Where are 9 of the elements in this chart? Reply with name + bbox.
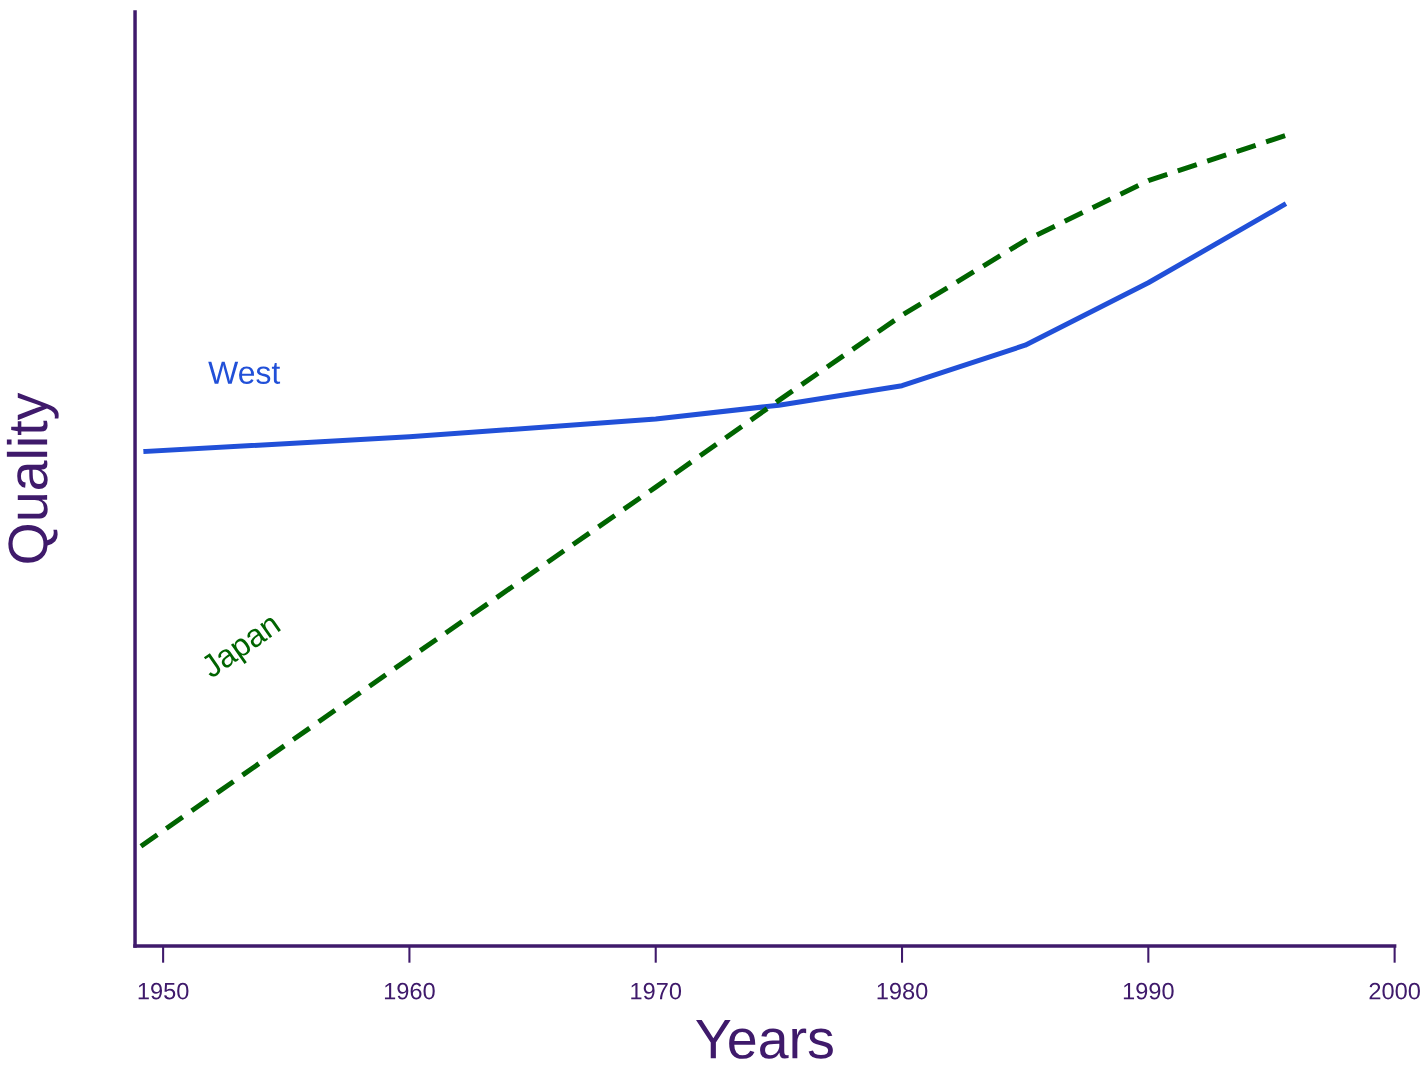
x-tick-label: 1950	[138, 982, 189, 1000]
y-axis-title: Quality	[6, 392, 59, 563]
x-tick-label: 1970	[631, 982, 682, 1000]
x-tick-label: 2000	[1369, 982, 1420, 1000]
x-axis-title: Years	[696, 1020, 833, 1059]
x-tick-label: 1980	[877, 982, 928, 1000]
x-tick-label: 1960	[384, 982, 435, 1000]
x-tick-label: 1990	[1123, 982, 1174, 1000]
series-label: West	[208, 361, 281, 384]
